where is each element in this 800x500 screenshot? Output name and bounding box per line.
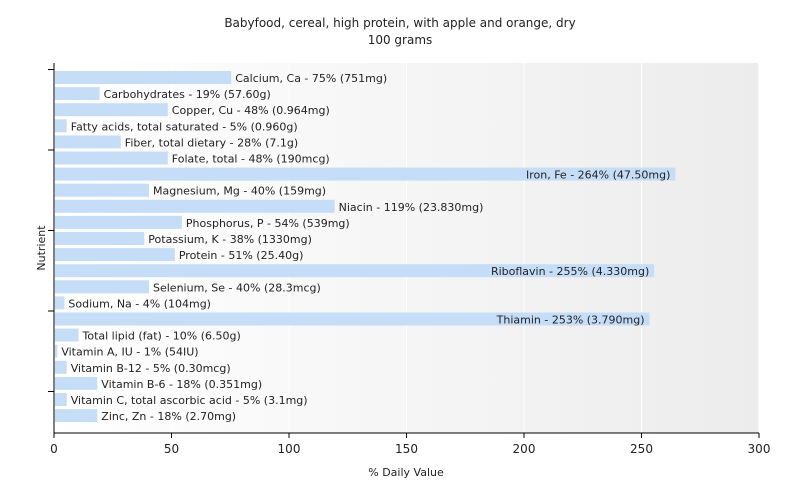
bar-label: Vitamin B-6 - 18% (0.351mg) [101, 378, 262, 391]
bar [55, 344, 58, 358]
bar-label: Sodium, Na - 4% (104mg) [68, 297, 211, 310]
bar-label: Thiamin - 253% (3.790mg) [496, 314, 645, 327]
bar-label: Total lipid (fat) - 10% (6.50g) [82, 330, 241, 343]
chart-title: Babyfood, cereal, high protein, with app… [224, 16, 575, 30]
bar-label: Vitamin C, total ascorbic acid - 5% (3.1… [71, 394, 308, 407]
bar [55, 280, 149, 294]
bar-label: Fiber, total dietary - 28% (7.1g) [125, 136, 298, 149]
bar [55, 183, 149, 197]
bar [55, 328, 79, 342]
x-tick-label: 300 [748, 442, 771, 456]
x-tick-label: 200 [513, 442, 536, 456]
bar [55, 199, 335, 213]
bar [55, 103, 168, 117]
bar [55, 312, 650, 326]
bar-label: Folate, total - 48% (190mcg) [172, 153, 330, 166]
bar-label: Calcium, Ca - 75% (751mg) [235, 72, 387, 85]
bar [55, 248, 175, 262]
x-tick-label: 250 [630, 442, 653, 456]
bar [55, 215, 182, 229]
bar [55, 87, 100, 101]
bar [55, 71, 232, 84]
bar-label: Vitamin B-12 - 5% (0.30mcg) [71, 362, 231, 375]
bar-label: Magnesium, Mg - 40% (159mg) [153, 185, 326, 198]
bar-label: Iron, Fe - 264% (47.50mg) [526, 169, 670, 182]
x-tick-label: 0 [50, 442, 58, 456]
x-tick-label: 50 [164, 442, 179, 456]
bar-label: Riboflavin - 255% (4.330mg) [491, 265, 649, 278]
y-axis-title: Nutrient [35, 225, 48, 271]
x-tick-label: 150 [395, 442, 418, 456]
x-axis-title: % Daily Value [368, 466, 444, 479]
bar-label: Carbohydrates - 19% (57.60g) [104, 88, 271, 101]
bar-label: Zinc, Zn - 18% (2.70mg) [101, 410, 236, 423]
bar-label: Niacin - 119% (23.830mg) [339, 201, 484, 214]
grid-lines [171, 63, 760, 433]
bar-label: Phosphorus, P - 54% (539mg) [186, 217, 350, 230]
bar [55, 264, 655, 278]
chart-subtitle: 100 grams [368, 33, 433, 47]
bar [55, 393, 67, 406]
bar [55, 296, 65, 310]
bar-label: Copper, Cu - 48% (0.964mg) [172, 104, 330, 117]
bar-label: Fatty acids, total saturated - 5% (0.960… [71, 120, 298, 133]
bar-label: Selenium, Se - 40% (28.3mcg) [153, 281, 321, 294]
x-tick-label: 100 [278, 442, 301, 456]
bar [55, 232, 145, 245]
bar [55, 167, 676, 181]
bars-group: Calcium, Ca - 75% (751mg) Carbohydrates -… [55, 71, 676, 423]
bar-label: Protein - 51% (25.40g) [179, 249, 304, 262]
bar-label: Vitamin A, IU - 1% (54IU) [61, 346, 198, 359]
bar [55, 119, 67, 133]
bar [55, 360, 67, 374]
bar [55, 135, 121, 149]
bar [55, 409, 98, 423]
axes-group: 0 50 100 150 200 250 300 [48, 63, 770, 456]
bar [55, 151, 168, 165]
bar-label: Potassium, K - 38% (1330mg) [148, 233, 312, 246]
bar [55, 376, 98, 390]
